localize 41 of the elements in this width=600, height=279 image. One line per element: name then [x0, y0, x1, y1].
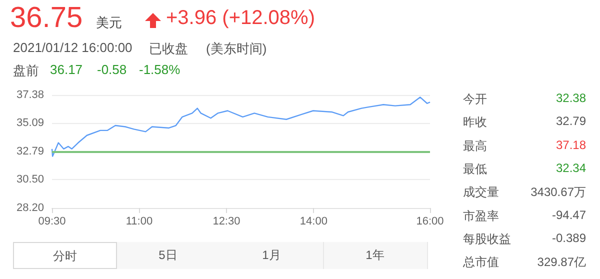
text: 每股收益 — [463, 230, 511, 248]
text: 1月 — [220, 242, 324, 269]
x-tick-label: 14:00 — [300, 216, 328, 228]
text: -0.389 — [552, 230, 586, 245]
text: 1年 — [324, 242, 428, 269]
text: -0.58 — [97, 62, 127, 77]
y-tick-label: 32.79 — [16, 146, 44, 158]
text: 已收盘 — [149, 40, 188, 58]
y-tick-label: 37.38 — [16, 89, 44, 101]
text: 成交量 — [463, 184, 499, 202]
text: 32.34 — [556, 160, 586, 175]
text: 最低 — [463, 160, 487, 178]
text: 总市值 — [463, 254, 499, 272]
text: 今开 — [463, 91, 487, 108]
text: -1.58% — [139, 62, 180, 77]
text: 市盈率 — [463, 208, 499, 224]
text: 32.38 — [556, 91, 586, 105]
text: -94.47 — [552, 208, 586, 222]
text: 最高 — [463, 138, 487, 155]
text: 2021/01/12 16:00:00 — [13, 40, 132, 55]
text: +3.96 (+12.08%) — [166, 7, 315, 30]
text: 36.17 — [50, 62, 83, 77]
text: (美东时间) — [206, 40, 267, 58]
chart-title: 36.75 — [10, 2, 83, 35]
x-tick-label: 16:00 — [416, 216, 444, 228]
text: 分时 — [13, 242, 117, 269]
y-tick-label: 30.50 — [16, 174, 44, 186]
x-tick-label: 11:00 — [126, 216, 153, 228]
text: 3430.67万 — [530, 184, 586, 202]
text: 32.79 — [556, 114, 586, 128]
text: 37.18 — [556, 138, 586, 152]
y-tick-label: 35.09 — [16, 117, 44, 130]
x-tick-label: 12:30 — [212, 216, 240, 228]
text: 美元 — [96, 14, 122, 32]
text: 昨收 — [463, 114, 487, 132]
text: 329.87亿 — [537, 254, 586, 272]
text: 盘前 — [13, 62, 39, 80]
text: 5日 — [116, 242, 220, 269]
x-tick-label: 09:30 — [38, 216, 66, 228]
line-series — [51, 96, 431, 157]
y-tick-label: 28.20 — [16, 202, 44, 214]
